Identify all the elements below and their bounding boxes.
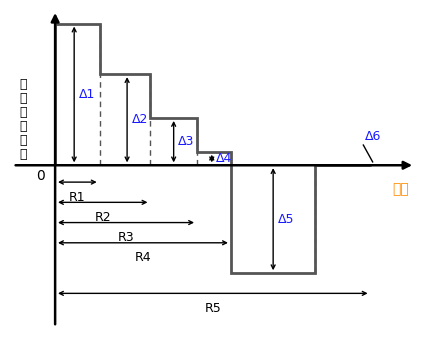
Text: 相
対
折
射
率
差: 相 対 折 射 率 差: [19, 78, 27, 161]
Text: R5: R5: [204, 302, 221, 315]
Text: R4: R4: [135, 251, 151, 264]
Text: Δ1: Δ1: [79, 88, 95, 101]
Text: Δ2: Δ2: [132, 113, 149, 126]
Text: Δ4: Δ4: [216, 152, 232, 165]
Text: 半径: 半径: [392, 182, 409, 196]
Text: R3: R3: [118, 231, 134, 244]
Text: Δ6: Δ6: [365, 130, 381, 143]
Text: R1: R1: [69, 191, 86, 204]
Text: 0: 0: [36, 169, 44, 183]
Text: R2: R2: [95, 211, 111, 224]
Text: Δ5: Δ5: [278, 213, 295, 226]
Text: Δ3: Δ3: [178, 135, 194, 148]
